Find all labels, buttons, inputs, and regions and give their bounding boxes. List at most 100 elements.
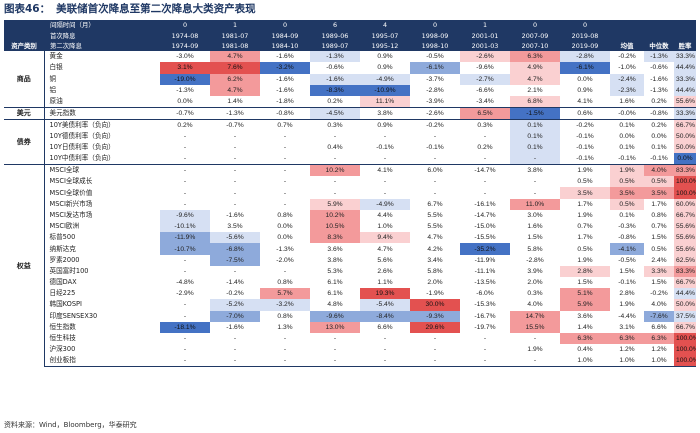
return-cell: - <box>533 178 537 186</box>
header-row-second-cut: 资产类别 第二次降息 1974-09 1981-08 1984-10 1989-… <box>4 40 696 52</box>
return-cell: -35.2% <box>460 243 510 255</box>
table-row: 韩国KOSPI - -5.2% -3.2% 4.8% -5.4% 30.0% -15.3% 4.… <box>4 299 696 311</box>
return-cell: 0.3% <box>460 118 510 131</box>
return-cell: - <box>383 335 387 343</box>
return-cell: 11.0% <box>510 198 560 210</box>
median-cell: -0.2% <box>650 290 668 298</box>
return-cell: - <box>533 189 537 197</box>
winrate-cell: 55.6% <box>674 95 696 108</box>
return-cell: -3.0% <box>176 53 194 61</box>
return-cell: -4.5% <box>310 106 360 120</box>
return-cell: - <box>383 346 387 354</box>
return-cell: 1.3% <box>277 323 293 331</box>
return-cell: - <box>233 155 237 163</box>
return-cell: - <box>333 335 337 343</box>
return-cell: -5.2% <box>210 299 260 311</box>
return-cell: 1.0% <box>377 223 393 231</box>
return-cell: 5.6% <box>377 256 393 264</box>
return-cell: -10.1% <box>160 221 210 233</box>
return-cell: 1.0% <box>560 355 610 368</box>
return-cell: 4.8% <box>327 301 343 309</box>
return-cell: - <box>260 355 310 368</box>
return-cell: - <box>233 346 237 354</box>
return-cell: -19.0% <box>160 73 210 85</box>
second-cut-cell: 2019-09 <box>560 40 610 52</box>
return-cell: - <box>283 178 287 186</box>
return-cell: - <box>483 346 487 354</box>
return-cell: - <box>483 189 487 197</box>
asset-name: 白银 <box>49 63 63 72</box>
return-cell: 3.5% <box>227 223 243 231</box>
return-cell: - <box>233 178 237 186</box>
mean-cell: -0.0% <box>610 106 644 120</box>
return-cell: - <box>283 346 287 354</box>
return-cell: 1.7% <box>577 234 593 242</box>
second-cut-cell: 1981-08 <box>210 40 260 52</box>
return-cell: -5.4% <box>360 299 410 311</box>
return-cell: 1.9% <box>577 211 593 219</box>
return-cell: 0.1% <box>510 118 560 131</box>
return-cell: 5.9% <box>560 299 610 311</box>
winrate-cell: 100.0% <box>674 187 696 199</box>
median-cell: 0.8% <box>651 211 667 219</box>
return-cell: 4.0% <box>527 301 543 309</box>
mean-cell: 0.5% <box>610 198 644 210</box>
mean-cell: 1.9% <box>619 301 635 309</box>
return-cell: - <box>433 335 437 343</box>
asset-name: MSCI新兴市场 <box>49 199 93 208</box>
return-cell: -8.4% <box>360 310 410 322</box>
return-cell: 0.8% <box>277 211 293 219</box>
table-row: 日经225 -2.9% -0.2% 5.7% 6.1% 19.3% -1.9% -6.0% 0.… <box>4 288 696 300</box>
first-cut-cell: 2007-09 <box>510 30 560 41</box>
return-cell: 30.0% <box>410 299 460 311</box>
mean-cell: 1.5% <box>619 267 635 275</box>
winrate-cell: 55.6% <box>674 221 696 233</box>
table-row: 白银 3.1% 7.6% -3.2% -0.6% 0.9% -6.1% -9.6% 4.9% -6… <box>4 62 696 74</box>
return-cell: - <box>160 355 210 368</box>
table-row: MSCI发达市场 -9.6% -1.6% 0.8% 10.2% 4.4% 5.5% -14.7… <box>4 209 696 222</box>
header-row-interval: 间隔时间（月） 0 1 0 6 4 0 1 0 0 <box>4 20 696 31</box>
asset-name: 10Y美债利率（负向） <box>44 118 160 131</box>
table-row: 纳斯达克 -10.7% -6.8% -1.3% 3.6% 4.7% 4.2% -35.2% 5.… <box>4 243 696 255</box>
return-cell: - <box>283 335 287 343</box>
return-cell: 1.7% <box>577 200 593 208</box>
winrate-cell: 44.4% <box>674 288 696 300</box>
interval-cell: 4 <box>360 20 410 31</box>
first-cut-cell: 1995-07 <box>360 30 410 41</box>
return-cell: 3.4% <box>427 256 443 264</box>
table-row: 铝 -1.3% 4.7% -1.6% -8.3% -10.9% -2.8% -6.6% 2.1%… <box>4 84 696 96</box>
table-row: 10Y德债利率（负向） - - - - - - -0.1% -0.1% 0.0% 0.0% 50.0% <box>4 130 696 143</box>
return-cell: - <box>183 301 187 309</box>
median-cell: 0.5% <box>651 245 667 253</box>
table-row: 沪深300 - - - - - - - 1.9% 0.4% 1.2% 1.2% 100.0% <box>4 344 696 356</box>
winrate-cell: 0.0% <box>674 153 696 165</box>
return-cell: 4.1% <box>577 97 593 105</box>
return-cell: - <box>233 267 237 275</box>
median-cell: 1.5% <box>651 234 667 242</box>
return-cell: -7.0% <box>210 310 260 322</box>
table-row: 创业板指--------1.0%1.0%1.0%100.0% <box>4 355 696 368</box>
first-cut-cell: 1981-07 <box>210 30 260 41</box>
mean-cell: 2.8% <box>619 290 635 298</box>
asset-name: MSCI全球 <box>44 164 160 177</box>
table-row: 10Y中债利率（负向） - - - - - - - - -0.1% -0.1% -0.1% 0.0% <box>4 153 696 165</box>
return-cell: -0.1% <box>376 144 394 152</box>
return-cell: -6.0% <box>476 290 494 298</box>
return-cell: -9.6% <box>160 209 210 222</box>
return-cell: 8.3% <box>310 232 360 244</box>
return-cell: -1.3% <box>276 245 294 253</box>
return-cell: -10.9% <box>360 84 410 96</box>
return-cell: - <box>183 335 187 343</box>
return-cell: -2.8% <box>526 256 544 264</box>
return-cell: - <box>333 346 337 354</box>
return-cell: 4.7% <box>210 84 260 96</box>
return-cell: 5.7% <box>260 288 310 300</box>
return-cell: 0.1% <box>510 142 560 154</box>
winrate-cell: 83.3% <box>674 164 696 177</box>
return-cell: 2.1% <box>527 86 543 94</box>
asset-name: 沪深300 <box>49 345 76 354</box>
return-cell: 2.6% <box>377 267 393 275</box>
return-cell: - <box>183 178 187 186</box>
table-row: MSCI全球成长--------0.5%0.5%0.5%100.0% <box>4 176 696 188</box>
asset-name: 纳斯达克 <box>49 244 76 253</box>
